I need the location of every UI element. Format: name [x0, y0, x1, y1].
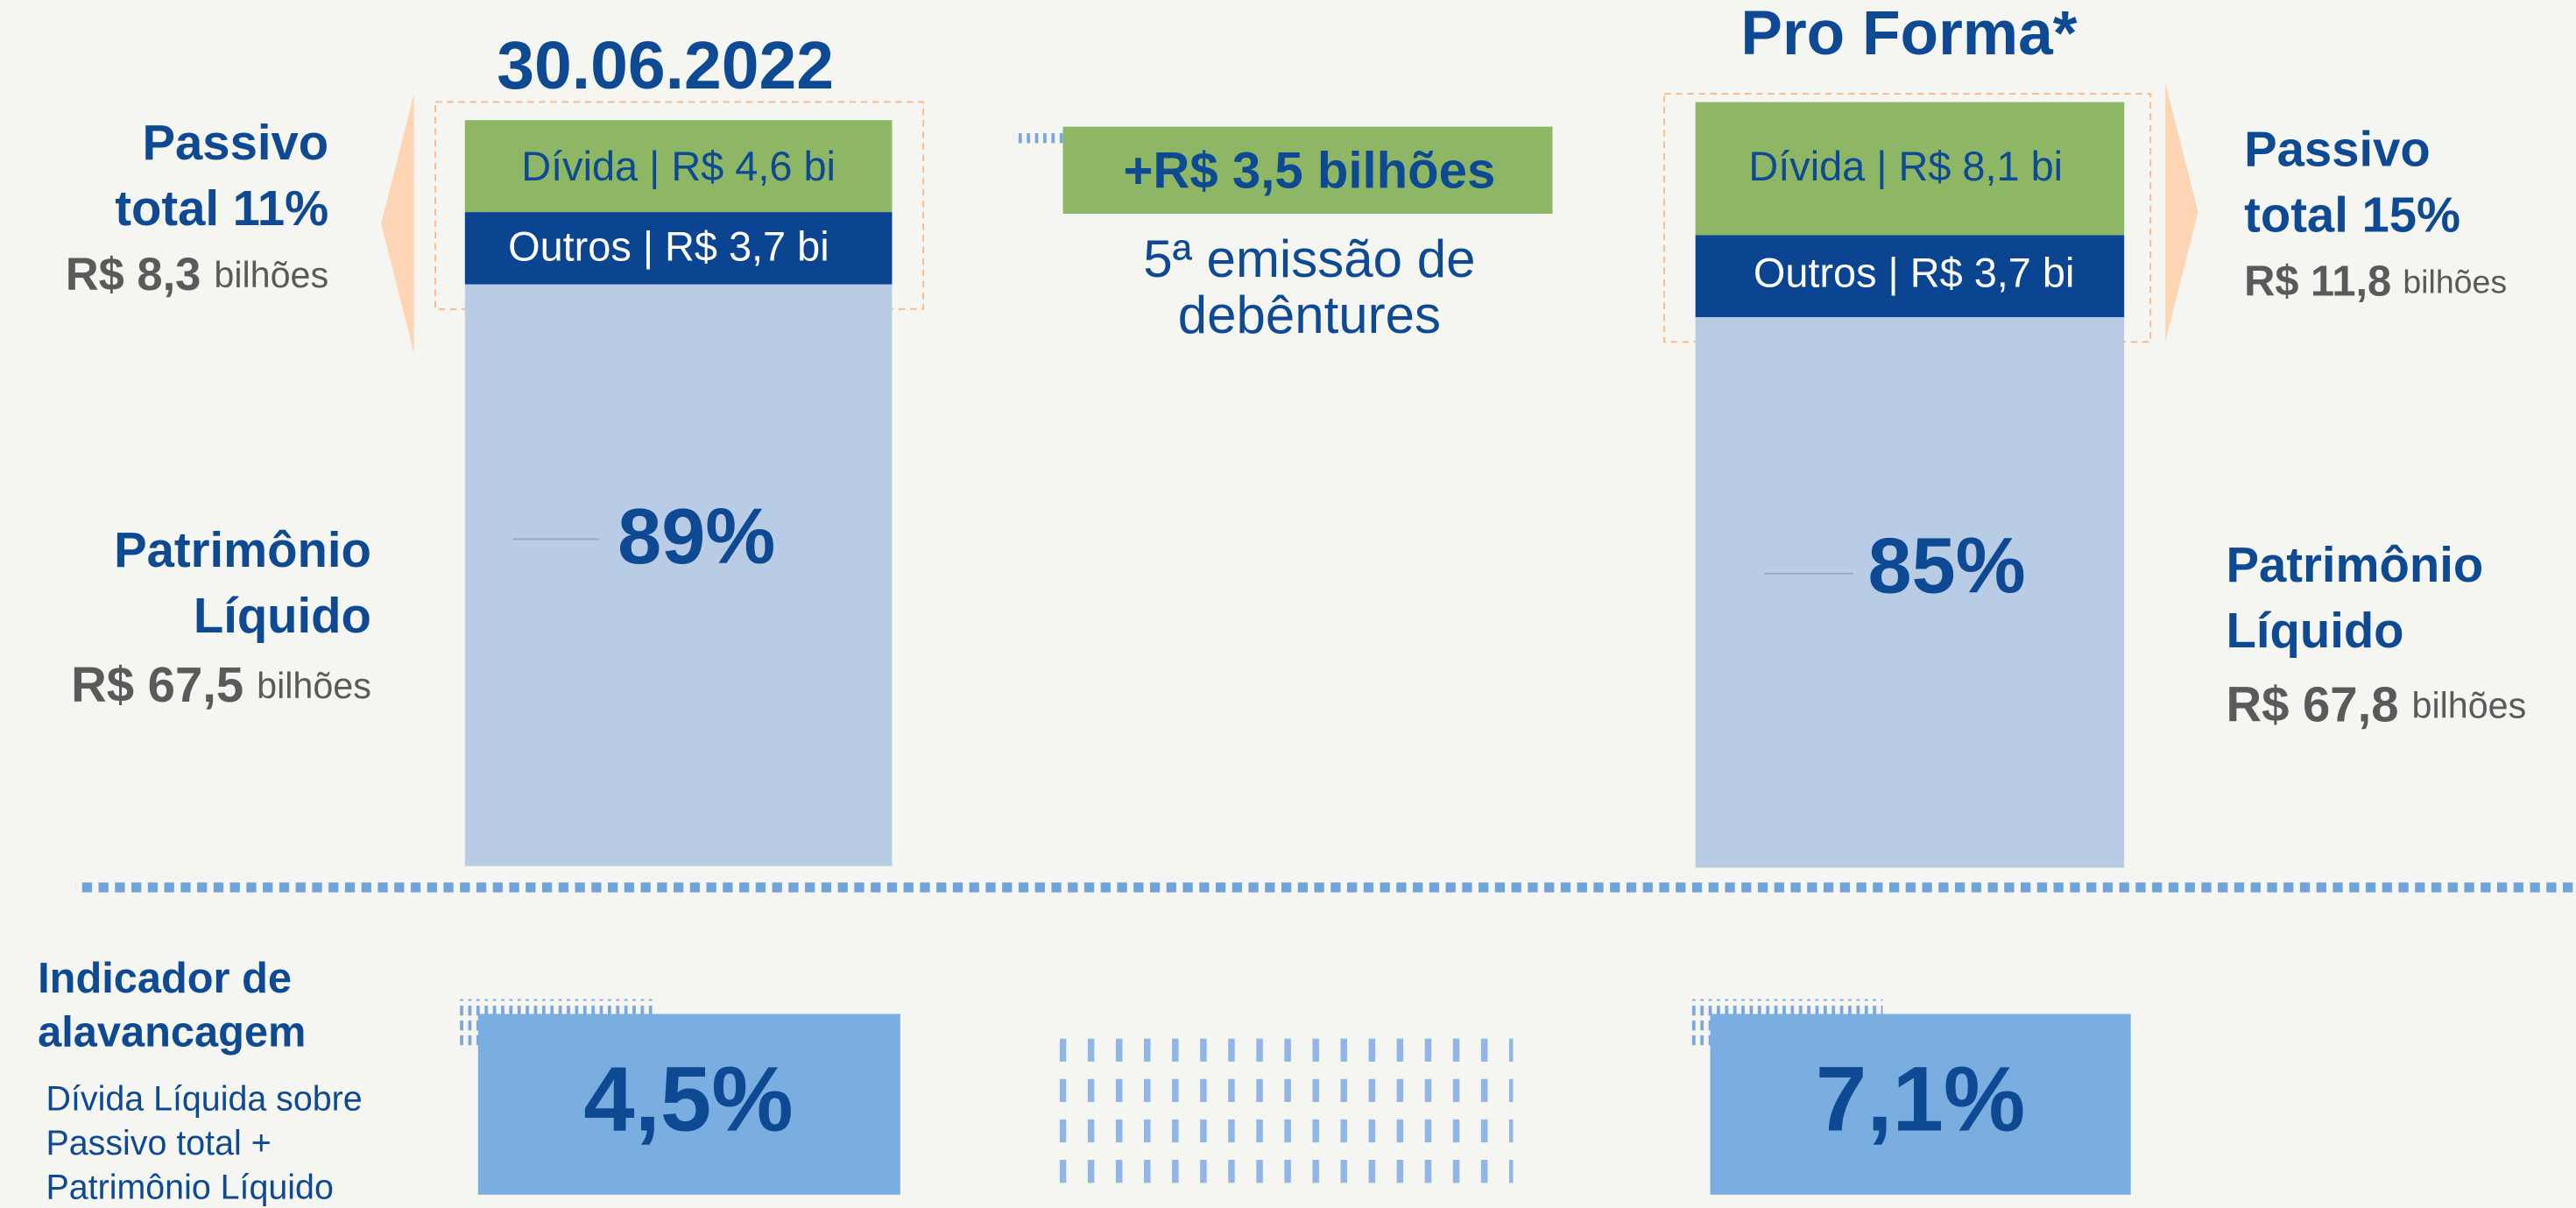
segment-label: Dívida | R$ 4,6 bi [521, 144, 836, 189]
column-title: 30.06.2022 [497, 28, 834, 103]
amount-unit: bilhões [2412, 686, 2527, 726]
amount: R$ 67,5 bilhões [71, 657, 371, 712]
arrow [2165, 81, 2198, 343]
segment-label: Dívida | R$ 8,1 bi [1748, 144, 2063, 189]
indicator-description: Passivo total + [46, 1124, 272, 1162]
arrow [381, 94, 414, 354]
amount-value: R$ 67,5 [71, 657, 243, 712]
label: Passivo [142, 115, 328, 170]
column-title: Pro Forma* [1740, 0, 2077, 68]
indicator-value: 4,5% [583, 1048, 793, 1150]
label: Líquido [194, 588, 371, 643]
decoration [1059, 1038, 1514, 1187]
amount-unit: bilhões [257, 666, 371, 706]
equity-percent: 85% [1868, 522, 2026, 611]
indicator-description: Dívida Líquida sobre [46, 1079, 363, 1118]
amount-value: R$ 8,3 [66, 249, 201, 300]
issue-amount: +R$ 3,5 bilhões [1123, 142, 1495, 199]
indicator-description: Patrimônio Líquido [46, 1169, 334, 1207]
amount: R$ 67,8 bilhões [2226, 676, 2526, 731]
amount-unit: bilhões [214, 255, 328, 295]
label: Líquido [2226, 603, 2403, 658]
debt-segment [1695, 102, 2125, 236]
debt-segment [464, 120, 893, 213]
indicator-box [477, 1014, 900, 1195]
issue-box [1062, 126, 1553, 215]
equity-segment [1695, 317, 2125, 868]
amount: R$ 8,3 bilhões [66, 249, 328, 300]
segment-label: Outros | R$ 3,7 bi [508, 224, 829, 270]
indicator-title: alavancagem [38, 1009, 306, 1056]
amount-value: R$ 67,8 [2226, 676, 2398, 731]
indicator-value: 7,1% [1816, 1048, 2025, 1150]
segment-label: Outros | R$ 3,7 bi [1754, 251, 2075, 296]
indicator-title: Indicador de [38, 955, 292, 1002]
label: total 15% [2244, 187, 2460, 243]
issue-text: debêntures [1178, 286, 1441, 344]
other-segment [1695, 235, 2125, 318]
label: total 11% [115, 180, 328, 236]
divider [75, 882, 2576, 893]
indicator-box [1710, 1014, 2131, 1195]
highlight-box [434, 101, 925, 310]
amount-unit: bilhões [2403, 264, 2507, 300]
equity-segment [464, 284, 893, 866]
amount: R$ 11,8 bilhões [2244, 258, 2507, 306]
other-segment [464, 212, 893, 285]
issue-text: 5ª emissão de [1143, 230, 1475, 288]
equity-percent: 89% [618, 492, 775, 581]
label: Patrimônio [114, 522, 371, 577]
amount-value: R$ 11,8 [2244, 258, 2391, 306]
label: Passivo [2244, 121, 2431, 176]
label: Patrimônio [2226, 537, 2483, 592]
